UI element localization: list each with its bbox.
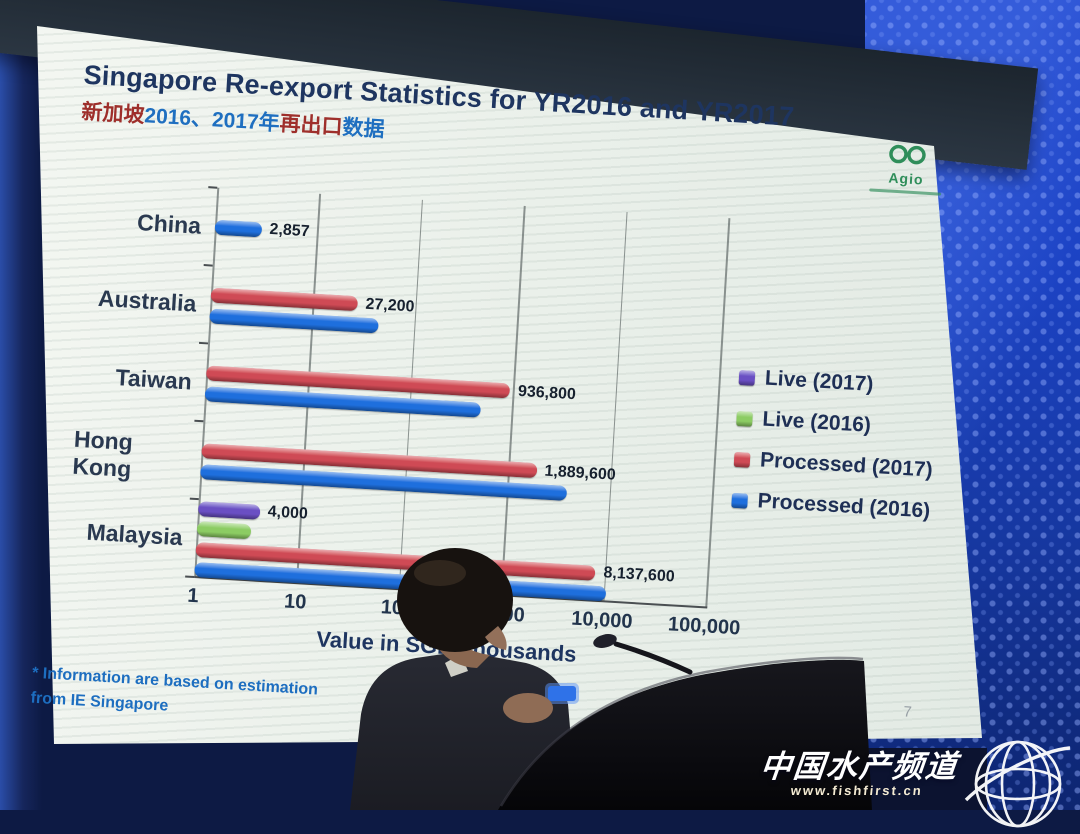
bar-value-label: 4,000: [267, 503, 309, 523]
agio-logo-text: Agio: [888, 169, 925, 188]
legend-swatch: [738, 369, 756, 386]
subtitle-part: 再出口: [278, 112, 344, 140]
slide-footnote: * Information are based on estimation fr…: [30, 662, 319, 728]
stage-left-wall: [0, 0, 42, 810]
legend-label: Live (2017): [764, 366, 875, 396]
bar-processed-2017-: [210, 287, 358, 312]
slide-page-number: 7: [902, 703, 913, 721]
legend-label: Live (2016): [761, 407, 872, 437]
bar-value-label: 2,857: [269, 220, 311, 241]
category-label: Malaysia: [86, 518, 184, 550]
agio-logo: Agio: [862, 142, 951, 196]
legend-swatch: [731, 492, 749, 509]
legend-swatch: [736, 410, 753, 427]
x-tick-label: 100: [380, 596, 415, 621]
x-tick-label: 10,000: [570, 607, 634, 634]
watermark-channel-name: 中国水产频道: [758, 748, 961, 784]
legend-label: Processed (2016): [756, 489, 931, 523]
watermark: 中国水产频道 www.fishfirst.cn: [757, 730, 1072, 828]
chart-legend: Live (2017) Live (2016) Processed (2017) Pr…: [731, 365, 938, 524]
legend-item: Processed (2017): [733, 447, 933, 483]
bar-live-2016-: [196, 521, 252, 540]
watermark-text: 中国水产频道 www.fishfirst.cn: [757, 741, 961, 798]
x-tick-label: 1: [186, 584, 200, 608]
bar-value-label: 27,200: [365, 295, 415, 316]
bar-value-label: 936,800: [517, 382, 577, 403]
legend-item: Live (2016): [736, 406, 936, 442]
bar-value-label: 8,137,600: [603, 564, 676, 586]
legend-item: Processed (2016): [731, 488, 931, 524]
bar-live-2017-: [197, 500, 261, 520]
legend-item: Live (2017): [738, 365, 938, 401]
category-label: China: [136, 208, 202, 239]
bar-value-label: 1,889,600: [544, 462, 617, 484]
bar-wrap: [196, 521, 252, 540]
subtitle-part: 新加坡: [80, 100, 146, 128]
x-tick-label: 10: [283, 590, 307, 614]
legend-label: Processed (2017): [759, 448, 934, 482]
bar-wrap: 2,857: [214, 218, 310, 242]
bar-processed-2016-: [214, 219, 263, 237]
chart-rows: China 2,857 Australia 27,200 Taiwan 936,800 Ho…: [66, 180, 748, 608]
category-label: Australia: [97, 284, 198, 317]
legend-swatch: [733, 451, 751, 468]
bar-chart: China 2,857 Australia 27,200 Taiwan 936,800 Ho…: [66, 180, 748, 667]
subtitle-part: 2016、2017年: [143, 104, 281, 136]
infinity-loops-icon: [889, 144, 926, 165]
x-tick-label: 1,000: [474, 601, 526, 627]
subtitle-part: 数据: [341, 116, 386, 142]
category-label: Hong Kong: [71, 425, 134, 483]
category-label: Taiwan: [114, 363, 193, 395]
x-tick-label: 100,000: [667, 613, 741, 640]
globe-icon: [964, 740, 1071, 828]
slide-content: Singapore Re-export Statistics for YR201…: [16, 36, 970, 795]
agio-logo-tagline: [869, 188, 942, 196]
